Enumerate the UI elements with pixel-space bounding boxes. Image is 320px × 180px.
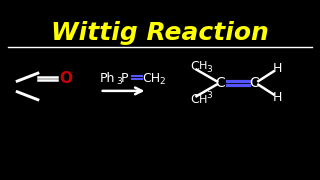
Text: Wittig Reaction: Wittig Reaction — [51, 21, 269, 45]
Text: CH: CH — [142, 72, 161, 85]
Text: H: H — [273, 62, 282, 75]
Text: 3: 3 — [116, 77, 122, 86]
Text: C: C — [190, 93, 199, 106]
Text: C: C — [215, 76, 225, 90]
Text: 3: 3 — [207, 91, 212, 100]
Text: 3: 3 — [207, 66, 212, 75]
Text: C: C — [190, 60, 199, 73]
Text: H: H — [199, 95, 207, 105]
Text: O: O — [59, 71, 72, 86]
Text: P: P — [121, 72, 128, 85]
Text: H: H — [199, 61, 207, 71]
Text: Ph: Ph — [100, 72, 115, 85]
Text: H: H — [273, 91, 282, 104]
Text: 2: 2 — [159, 77, 165, 86]
Text: C: C — [250, 76, 260, 90]
